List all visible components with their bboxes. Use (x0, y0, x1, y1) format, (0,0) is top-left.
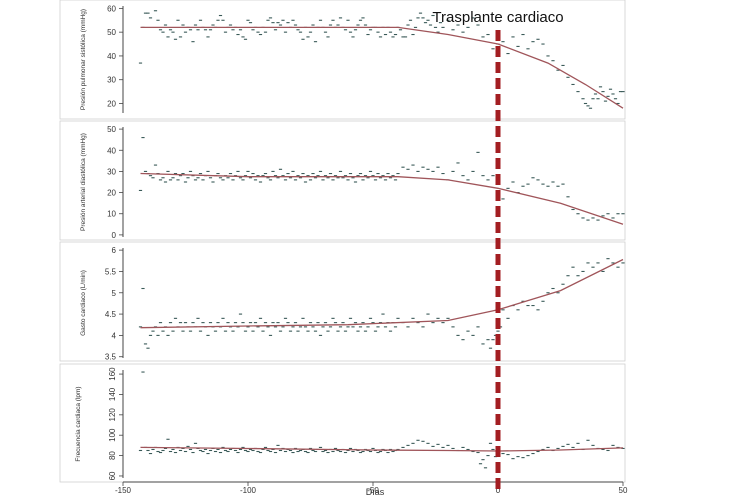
transplant-annotation: Trasplante cardiaco (432, 9, 563, 26)
y-tick-label: 60 (108, 471, 117, 480)
y-tick-label: 20 (107, 189, 116, 198)
y-tick-label: 140 (108, 387, 117, 401)
y-tick-label: 5 (112, 289, 117, 298)
x-tick-label: 0 (496, 486, 501, 495)
y-tick-label: 0 (112, 231, 117, 240)
panel-3: 3.5 4 4.5 5 5.5 6 Gasto cardiaco (L/min) (59, 241, 626, 362)
y-axis-label: Presión pulmonar sistólica (mmHg) (80, 9, 87, 110)
y-axis-label: Presión arterial diastólica (mmHg) (80, 133, 87, 231)
y-tick-label: 6 (112, 246, 117, 255)
y-axis-label: Gasto cardiaco (L/min) (80, 270, 87, 336)
panel-frame (59, 120, 626, 241)
y-tick-label: 100 (108, 428, 117, 442)
y-tick-label: 50 (107, 125, 116, 134)
panel-frame (59, 0, 626, 120)
x-tick-label: -50 (367, 486, 379, 495)
y-tick-label: 120 (108, 408, 117, 422)
trend-line (140, 446, 624, 452)
y-axis-label: Frecuencia cardiaca (lpm) (75, 386, 82, 461)
panel-frame (59, 363, 626, 483)
y-tick-label: 60 (107, 4, 116, 13)
panel-frame (59, 241, 626, 362)
y-tick-label: 4 (112, 331, 117, 340)
y-tick-label: 40 (107, 146, 116, 155)
panel-2: 0 10 20 30 40 50 Presión arterial diastólica (… (59, 120, 626, 241)
y-tick-label: 160 (108, 367, 117, 381)
panel-4: 60 80 100 120 140 160 Frecuencia cardiaca (lpm… (59, 363, 628, 497)
y-tick-label: 10 (107, 210, 116, 219)
trend-line (140, 172, 624, 225)
y-tick-label: 30 (107, 76, 116, 85)
y-tick-label: 3.5 (105, 353, 117, 362)
x-tick-label: -100 (240, 486, 257, 495)
panel-1: 20 30 40 50 60 Presión pulmonar sistólica (mm… (59, 0, 626, 120)
y-tick-label: 4.5 (105, 310, 117, 319)
y-tick-label: 40 (107, 52, 116, 61)
trend-line (140, 258, 624, 329)
chart-overlay: Trasplante cardiaco (432, 9, 564, 490)
x-tick-label: 50 (619, 486, 628, 495)
x-axis-label: Días (366, 487, 385, 497)
x-tick-label: -150 (115, 486, 132, 495)
y-tick-label: 20 (107, 99, 116, 108)
y-tick-label: 80 (108, 451, 117, 460)
y-tick-label: 50 (107, 28, 116, 37)
trend-line (140, 26, 624, 109)
y-tick-label: 5.5 (105, 267, 117, 276)
y-tick-label: 30 (107, 167, 116, 176)
